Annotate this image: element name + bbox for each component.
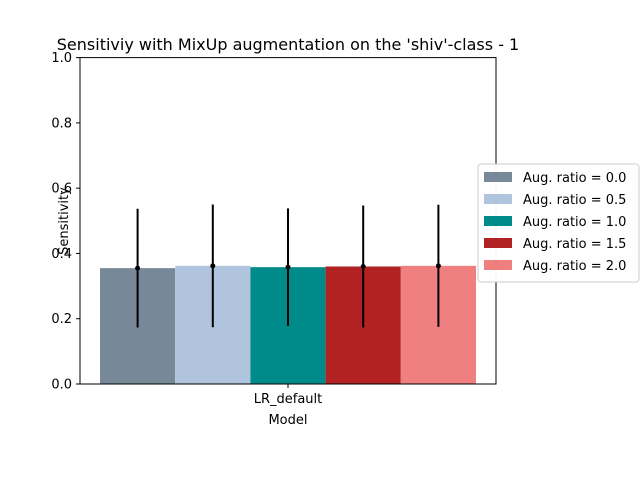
legend-label: Aug. ratio = 0.0 (523, 171, 626, 186)
y-tick-label: 0.6 (51, 182, 72, 197)
mean-marker (285, 264, 291, 270)
legend: Aug. ratio = 0.0 Aug. ratio = 0.5 Aug. rat… (477, 163, 640, 283)
mean-marker (360, 263, 366, 269)
x-axis: LR_default (254, 384, 323, 407)
legend-swatch (484, 194, 512, 204)
legend-label: Aug. ratio = 1.5 (523, 237, 626, 252)
legend-label: Aug. ratio = 2.0 (523, 259, 626, 274)
y-tick-label: 0.4 (51, 247, 72, 262)
legend-swatch (484, 172, 512, 182)
legend-swatch (484, 216, 512, 226)
y-tick-label: 0.2 (51, 312, 72, 327)
y-axis-label: Sensitivity (57, 187, 72, 255)
legend-box (477, 163, 640, 283)
x-tick-label: LR_default (254, 392, 323, 407)
chart-title: Sensitiviy with MixUp augmentation on th… (57, 35, 519, 54)
mean-marker (135, 265, 141, 271)
x-axis-label: Model (268, 413, 307, 428)
error-bars-layer (135, 204, 441, 328)
y-tick-label: 0.0 (51, 378, 72, 393)
y-tick-label: 1.0 (51, 51, 72, 66)
mean-marker (435, 263, 441, 269)
y-axis: 0.0 0.2 0.4 0.6 0.8 1.0 (51, 51, 80, 393)
legend-swatch (484, 260, 512, 270)
legend-label: Aug. ratio = 1.0 (523, 215, 626, 230)
mean-marker (210, 263, 216, 269)
legend-label: Aug. ratio = 0.5 (523, 193, 626, 208)
y-tick-label: 0.8 (51, 116, 72, 131)
legend-swatch (484, 238, 512, 248)
